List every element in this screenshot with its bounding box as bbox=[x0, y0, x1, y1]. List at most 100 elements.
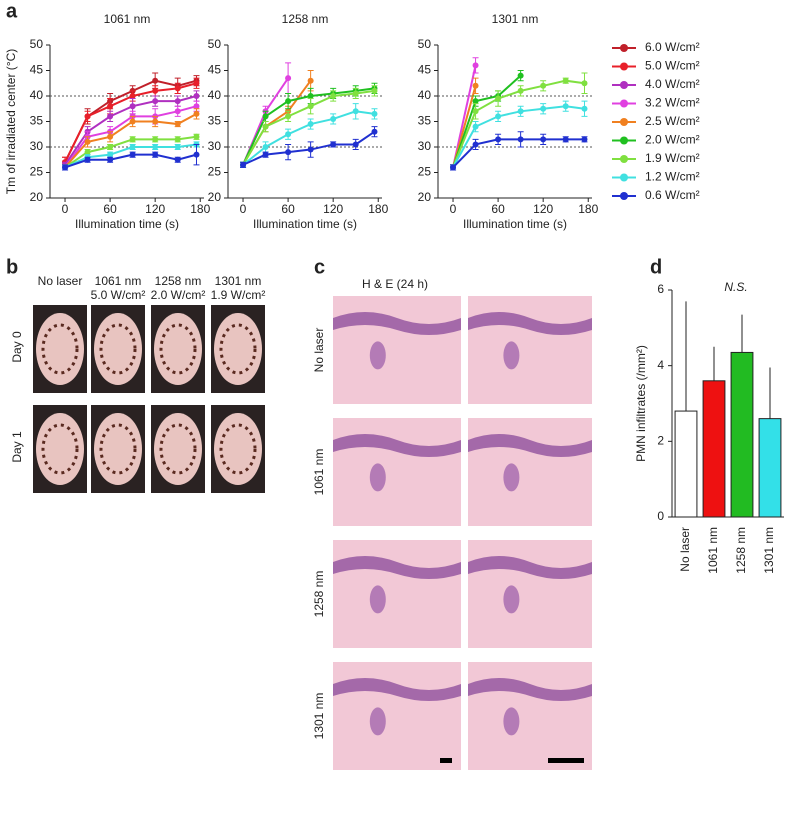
data-point bbox=[107, 144, 114, 150]
histology-gland bbox=[503, 707, 520, 736]
tick-label: 180 bbox=[190, 202, 210, 216]
data-point bbox=[107, 113, 114, 120]
photo-mark bbox=[99, 323, 137, 375]
histology-gland bbox=[503, 463, 520, 492]
scale-bar bbox=[440, 758, 452, 763]
tick-label: 180 bbox=[368, 202, 388, 216]
x-tick-label: 1301 nm bbox=[762, 527, 776, 574]
data-point bbox=[129, 93, 136, 99]
bar bbox=[730, 351, 754, 518]
legend-marker bbox=[620, 81, 628, 89]
photo-mark bbox=[41, 323, 79, 375]
tick-label: 0 bbox=[62, 202, 69, 216]
histology-epidermis bbox=[333, 434, 461, 457]
data-point bbox=[152, 151, 159, 158]
data-point bbox=[517, 108, 524, 115]
data-point bbox=[352, 90, 359, 97]
data-point bbox=[517, 136, 524, 143]
histology-epidermis bbox=[468, 678, 592, 701]
bar bbox=[702, 380, 726, 518]
tick-label: 45 bbox=[418, 63, 432, 77]
histology-epidermis bbox=[468, 556, 592, 579]
x-axis-label: Illumination time (s) bbox=[253, 217, 357, 231]
legend-marker bbox=[620, 173, 628, 182]
data-point bbox=[152, 87, 159, 94]
legend-marker bbox=[620, 99, 628, 108]
legend-label: 2.5 W/cm² bbox=[645, 114, 700, 128]
bar bbox=[758, 418, 782, 518]
data-point bbox=[84, 149, 91, 156]
tick-label: 180 bbox=[578, 202, 598, 216]
histology-image bbox=[333, 662, 461, 770]
data-point bbox=[495, 136, 502, 143]
data-point bbox=[495, 95, 502, 102]
tick-label: 0 bbox=[240, 202, 247, 216]
data-point bbox=[330, 93, 337, 99]
legend-marker bbox=[620, 136, 628, 145]
tick-label: 45 bbox=[30, 63, 44, 77]
column-label: 1061 nm bbox=[95, 274, 142, 288]
x-tick-label: 1258 nm bbox=[734, 527, 748, 574]
column-label: 1.9 W/cm² bbox=[211, 288, 266, 302]
data-point bbox=[371, 128, 378, 135]
data-point bbox=[193, 151, 200, 158]
row-label: Day 0 bbox=[10, 331, 24, 363]
histology-epidermis bbox=[333, 312, 461, 335]
data-point bbox=[129, 118, 136, 125]
chart-title: N.S. bbox=[724, 280, 747, 294]
data-point bbox=[193, 93, 200, 99]
tick-label: 60 bbox=[491, 202, 505, 216]
data-point bbox=[285, 113, 292, 120]
legend-marker bbox=[620, 62, 628, 71]
tick-label: 6 bbox=[657, 282, 664, 296]
data-point bbox=[62, 164, 69, 171]
data-point bbox=[107, 156, 114, 163]
data-point bbox=[540, 82, 547, 89]
histology-gland bbox=[369, 585, 386, 614]
data-point bbox=[472, 141, 479, 148]
data-point bbox=[285, 75, 292, 82]
photo-skin bbox=[154, 313, 202, 385]
legend-label: 0.6 W/cm² bbox=[645, 188, 700, 202]
histology-image bbox=[468, 540, 592, 648]
data-point bbox=[307, 93, 314, 99]
tick-label: 50 bbox=[418, 37, 432, 51]
histology-image bbox=[333, 418, 461, 526]
histology-epidermis bbox=[333, 678, 461, 701]
y-axis-label: Tm of irradiated center (°C) bbox=[4, 49, 18, 195]
histology-gland bbox=[369, 463, 386, 492]
photo-mark bbox=[99, 423, 137, 475]
data-point bbox=[240, 161, 247, 168]
row-label: 1258 nm bbox=[312, 571, 326, 618]
tick-label: 25 bbox=[208, 165, 222, 179]
data-point bbox=[330, 115, 337, 122]
tick-label: 20 bbox=[30, 190, 44, 204]
tick-label: 50 bbox=[30, 37, 44, 51]
data-point bbox=[174, 98, 181, 105]
photo-mark bbox=[219, 323, 257, 375]
column-label: 1301 nm bbox=[215, 274, 262, 288]
data-point bbox=[193, 110, 200, 117]
data-point bbox=[517, 72, 524, 79]
histology-epidermis bbox=[333, 556, 461, 579]
data-point bbox=[540, 136, 547, 143]
data-point bbox=[107, 151, 114, 158]
histology-image bbox=[468, 418, 592, 526]
photo-skin bbox=[94, 313, 142, 385]
tick-label: 30 bbox=[208, 139, 222, 153]
column-label: No laser bbox=[38, 274, 83, 288]
tick-label: 25 bbox=[30, 165, 44, 179]
data-point bbox=[307, 121, 314, 128]
panel-label: d bbox=[650, 256, 662, 278]
tick-label: 35 bbox=[208, 114, 222, 128]
panel-title: H & E (24 h) bbox=[362, 277, 428, 291]
data-point bbox=[152, 136, 159, 143]
data-point bbox=[174, 121, 181, 128]
data-point bbox=[285, 98, 292, 105]
data-point bbox=[285, 149, 292, 156]
chart-title: 1258 nm bbox=[282, 12, 329, 26]
legend-marker bbox=[620, 118, 628, 126]
data-point bbox=[581, 80, 588, 87]
histology-gland bbox=[503, 341, 520, 370]
column-label: 5.0 W/cm² bbox=[91, 288, 146, 302]
